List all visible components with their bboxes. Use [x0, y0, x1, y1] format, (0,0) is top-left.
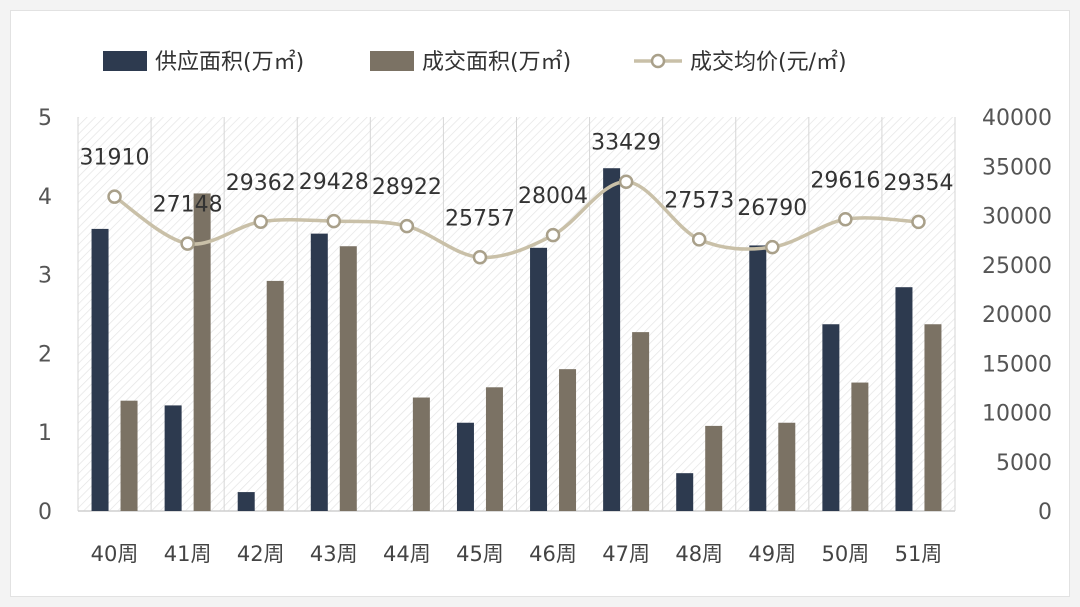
- x-tick-label: 42周: [237, 542, 285, 566]
- legend-marker: [650, 53, 666, 69]
- price-data-label: 28922: [372, 175, 442, 200]
- price-data-label: 29354: [883, 171, 953, 196]
- deal-bar: [778, 422, 796, 511]
- price-data-label: 28004: [518, 184, 588, 209]
- price-point: [253, 214, 268, 230]
- x-tick-label: 50周: [822, 542, 870, 566]
- price-point: [472, 250, 488, 265]
- right-y-axis: 0 5000 10000 15000 20000 25000 30000 35000 40000: [982, 106, 1052, 525]
- supply-bar: [822, 324, 840, 511]
- deal-bar: [120, 400, 138, 511]
- price-point: [180, 236, 195, 251]
- supply-bar: [456, 422, 474, 511]
- supply-bar: [237, 492, 255, 511]
- price-data-label: 29616: [810, 168, 880, 193]
- right-axis-tick: 20000: [982, 303, 1052, 328]
- x-tick-label: 46周: [529, 542, 577, 566]
- price-data-label: 27148: [153, 193, 223, 218]
- price-data-label: 33429: [591, 131, 661, 156]
- deal-bar: [412, 397, 430, 511]
- plot-background: [77, 117, 956, 512]
- left-axis-tick: 2: [38, 342, 52, 367]
- supply-bar: [530, 247, 548, 512]
- left-axis-tick: 1: [38, 421, 52, 446]
- left-axis-tick: 0: [38, 500, 52, 525]
- supply-bar: [603, 168, 621, 511]
- supply-bar: [164, 405, 182, 511]
- supply-bar: [895, 287, 913, 511]
- deal-bar: [193, 193, 211, 511]
- right-axis-tick: 40000: [982, 106, 1052, 131]
- deal-bar: [924, 324, 942, 511]
- right-axis-tick: 5000: [996, 451, 1052, 476]
- x-tick-label: 44周: [383, 542, 431, 566]
- price-data-label: 26790: [737, 196, 807, 221]
- x-tick-label: 48周: [675, 542, 723, 566]
- legend-swatch: [103, 51, 147, 71]
- left-y-axis: 0 1 2 3 4 5: [38, 106, 52, 525]
- deal-bar: [266, 280, 284, 511]
- price-point: [545, 227, 561, 243]
- price-data-label: 29362: [226, 171, 296, 196]
- price-point: [911, 214, 926, 230]
- right-axis-tick: 25000: [982, 254, 1052, 279]
- deal-bar: [632, 332, 650, 511]
- left-axis-tick: 3: [38, 264, 52, 289]
- legend-label: 供应面积(万㎡): [155, 49, 304, 75]
- x-tick-label: 40周: [91, 542, 139, 566]
- right-axis-tick: 35000: [982, 155, 1052, 180]
- deal-bar: [705, 425, 723, 511]
- price-point: [838, 212, 853, 227]
- deal-bar: [851, 382, 869, 511]
- price-point: [399, 218, 415, 234]
- deal-bar: [339, 246, 357, 511]
- x-tick-label: 47周: [602, 542, 650, 566]
- x-tick-label: 51周: [895, 542, 943, 566]
- price-data-label: 25757: [445, 206, 515, 231]
- x-tick-label: 43周: [310, 542, 358, 566]
- legend-label: 成交均价(元/㎡): [690, 49, 847, 75]
- right-axis-tick: 30000: [982, 205, 1052, 230]
- legend: 供应面积(万㎡) 成交面积(万㎡) 成交均价(元/㎡): [103, 49, 847, 75]
- supply-bar: [91, 228, 109, 511]
- supply-bar: [310, 233, 328, 511]
- deal-bar: [559, 369, 577, 511]
- price-point: [326, 213, 342, 229]
- supply-bar: [749, 245, 767, 511]
- price-data-label: 29428: [299, 170, 369, 195]
- price-point: [765, 239, 780, 255]
- right-axis-tick: 0: [1038, 500, 1052, 525]
- x-tick-label: 41周: [164, 542, 212, 566]
- bars: [91, 168, 942, 512]
- x-tick-label: 45周: [456, 542, 504, 566]
- x-axis: 40周 41周 42周 43周 44周 45周 46周 47周 48周 49周 50周 51周: [91, 542, 943, 566]
- deal-bar: [485, 387, 503, 511]
- left-axis-tick: 4: [38, 185, 52, 210]
- price-data-label: 27573: [664, 188, 734, 213]
- price-point: [107, 189, 122, 204]
- left-axis-tick: 5: [38, 106, 52, 131]
- right-axis-tick: 15000: [982, 352, 1052, 377]
- price-point: [691, 232, 707, 247]
- legend-swatch: [370, 51, 414, 71]
- price-point: [618, 174, 634, 189]
- legend-label: 成交面积(万㎡): [422, 49, 571, 75]
- supply-bar: [676, 473, 694, 511]
- right-axis-tick: 10000: [982, 402, 1052, 427]
- price-data-label: 31910: [80, 146, 150, 171]
- x-tick-label: 49周: [748, 542, 796, 566]
